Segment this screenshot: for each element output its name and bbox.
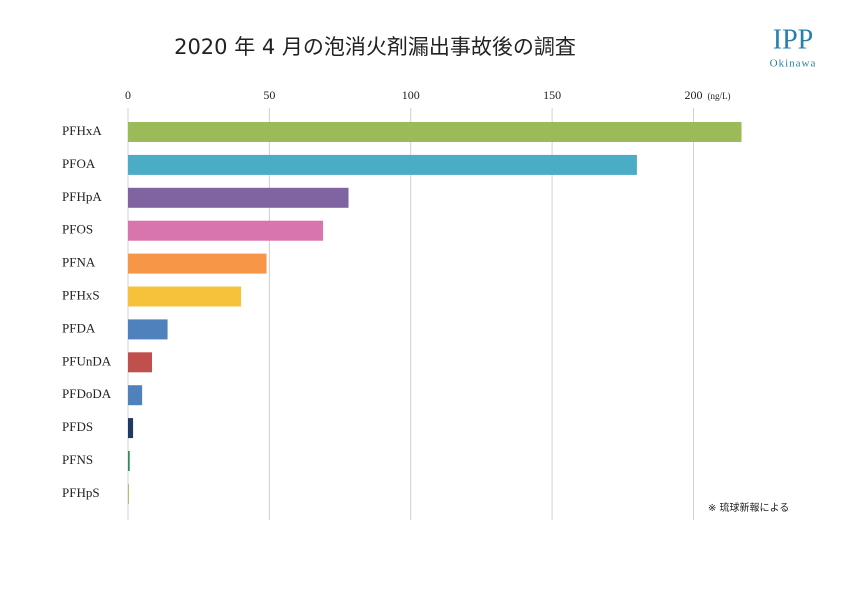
bar (128, 483, 129, 504)
bar (128, 319, 168, 340)
logo-subtitle: Okinawa (770, 58, 817, 70)
y-tick-label: PFOA (62, 156, 96, 171)
bar (128, 187, 349, 208)
bar (128, 418, 134, 439)
y-tick-label: PFHxS (62, 287, 100, 302)
chart-title: 2020 年 4 月の泡消火剤漏出事故後の調査 (174, 35, 576, 59)
x-tick-label: 0 (125, 88, 131, 102)
y-tick-label: PFNS (62, 452, 93, 467)
x-tick-label: 200 (684, 88, 702, 102)
y-tick-label: PFHxA (62, 123, 102, 138)
x-tick-label: 150 (543, 88, 561, 102)
y-tick-label: PFHpA (62, 189, 102, 204)
bar (128, 220, 324, 241)
y-tick-label: PFDA (62, 320, 96, 335)
bar (128, 286, 242, 307)
y-tick-label: PFDoDA (62, 386, 112, 401)
bar (128, 122, 742, 142)
bar (128, 154, 637, 175)
unit-label: (ng/L) (707, 91, 730, 101)
bar (128, 385, 143, 406)
y-tick-label: PFOS (62, 222, 93, 237)
source-note: ※ 琉球新報による (708, 501, 789, 514)
x-tick-label: 100 (402, 88, 420, 102)
x-tick-label: 50 (263, 88, 275, 102)
bar (128, 253, 267, 274)
y-tick-label: PFHpS (62, 485, 100, 500)
bar (128, 352, 153, 373)
y-tick-label: PFDS (62, 419, 93, 434)
y-tick-label: PFNA (62, 255, 96, 270)
y-tick-label: PFUnDA (62, 353, 112, 368)
logo-title: IPP (773, 24, 813, 55)
bar (128, 451, 130, 471)
